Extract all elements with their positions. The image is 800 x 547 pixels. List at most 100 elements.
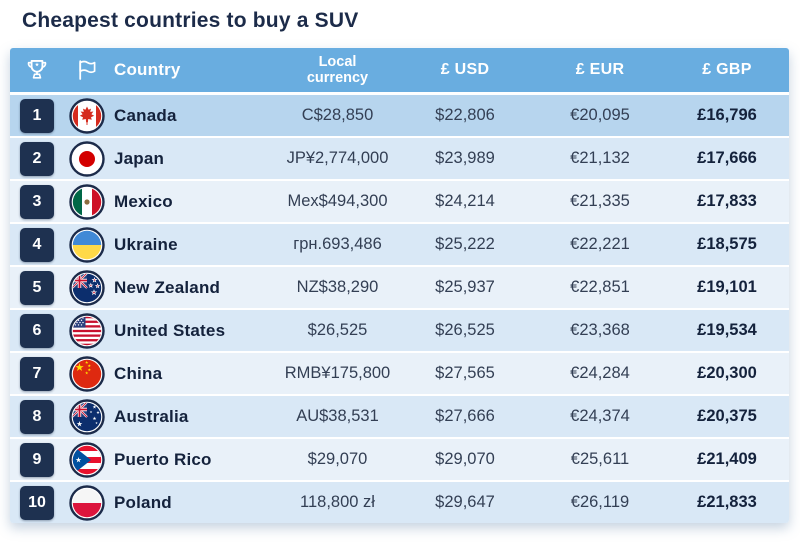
header-local-currency: Local currency (306, 53, 369, 86)
table-row: 1 Canada C$28,850 $22,806 €20,095 £16,796 (10, 95, 789, 138)
country-name: United States (114, 320, 226, 340)
gbp-value: £19,534 (697, 321, 757, 339)
eur-value: €23,368 (570, 321, 630, 339)
page-title: Cheapest countries to buy a SUV (22, 9, 359, 32)
country-name: Canada (114, 105, 177, 125)
table-row: 5 New Zealand NZ$38,290 $25,937 €22,851 £19,1… (10, 267, 789, 310)
usd-value: $25,222 (435, 235, 495, 253)
rank-cell: 3 (10, 184, 64, 219)
local-currency-value: AU$38,531 (296, 407, 379, 425)
table-row: 2 Japan JP¥2,774,000 $23,989 €21,132 £17,666 (10, 138, 789, 181)
gbp-value: £16,796 (697, 106, 757, 124)
eur-value: €20,095 (570, 106, 630, 124)
usd-value: $24,214 (435, 192, 495, 210)
rank-badge: 3 (20, 184, 54, 219)
flag-mexico-icon (64, 183, 110, 221)
table-row: 9 Puerto Rico $29,070 $29,070 €25,611 £21,409 (10, 439, 789, 482)
country-name: Puerto Rico (114, 449, 212, 469)
table-row: 3 Mexico Mex$494,300 $24,214 €21,335 £17,833 (10, 181, 789, 224)
table-body: 1 Canada C$28,850 $22,806 €20,095 £16,796 2 Jap… (10, 95, 789, 523)
flag-united_states-icon (64, 312, 110, 350)
rank-badge: 1 (20, 98, 54, 133)
table-row: 10 Poland 118,800 zł $29,647 €26,119 £21,833 (10, 482, 789, 523)
local-currency-value: $26,525 (307, 321, 368, 339)
header-usd: £ USD (440, 61, 490, 78)
country-name: Ukraine (114, 234, 178, 254)
rank-cell: 7 (10, 356, 64, 391)
local-currency-value: 118,800 zł (300, 493, 375, 511)
table-row: 7 China RMB¥175,800 $27,565 €24,284 £20,300 (10, 353, 789, 396)
gbp-value: £20,375 (697, 407, 757, 425)
local-currency-value: грн.693,486 (293, 235, 382, 253)
flag-ukraine-icon (64, 226, 110, 264)
gbp-value: £17,833 (697, 192, 757, 210)
flag-puerto_rico-icon (64, 441, 110, 479)
local-currency-value: $29,070 (307, 450, 368, 468)
eur-value: €21,132 (570, 149, 630, 167)
usd-value: $29,647 (435, 493, 495, 511)
header-eur: £ EUR (575, 61, 625, 78)
rank-cell: 5 (10, 270, 64, 305)
gbp-value: £20,300 (697, 364, 757, 382)
rank-badge: 7 (20, 356, 54, 391)
usd-value: $23,989 (435, 149, 495, 167)
rank-cell: 2 (10, 141, 64, 176)
rank-cell: 10 (10, 485, 64, 520)
country-name: Mexico (114, 191, 173, 211)
rank-cell: 4 (10, 227, 64, 262)
rank-badge: 5 (20, 270, 54, 305)
rank-cell: 6 (10, 313, 64, 348)
flag-china-icon (64, 355, 110, 393)
rank-badge: 6 (20, 313, 54, 348)
eur-value: €22,851 (570, 278, 630, 296)
usd-value: $29,070 (435, 450, 495, 468)
local-currency-value: C$28,850 (301, 106, 374, 124)
local-currency-value: Mex$494,300 (287, 192, 388, 210)
country-name: Japan (114, 148, 165, 168)
usd-value: $27,565 (435, 364, 495, 382)
country-name: Poland (114, 492, 172, 512)
usd-value: $26,525 (435, 321, 495, 339)
usd-value: $25,937 (435, 278, 495, 296)
flag-new_zealand-icon (64, 269, 110, 307)
flag-icon (64, 58, 110, 82)
flag-japan-icon (64, 140, 110, 178)
rank-badge: 9 (20, 442, 54, 477)
usd-value: $22,806 (435, 106, 495, 124)
table-row: 4 Ukraine грн.693,486 $25,222 €22,221 £18,575 (10, 224, 789, 267)
eur-value: €26,119 (570, 493, 630, 511)
country-name: New Zealand (114, 277, 221, 297)
flag-poland-icon (64, 484, 110, 522)
flag-australia-icon (64, 398, 110, 436)
country-name: Australia (114, 406, 189, 426)
eur-value: €24,374 (570, 407, 630, 425)
gbp-value: £19,101 (697, 278, 757, 296)
gbp-value: £21,409 (697, 450, 757, 468)
usd-value: $27,666 (435, 407, 495, 425)
suv-price-table: Country Local currency £ USD £ EUR £ GBP… (10, 48, 789, 523)
rank-badge: 4 (20, 227, 54, 262)
rank-badge: 8 (20, 399, 54, 434)
eur-value: €25,611 (570, 450, 630, 468)
eur-value: €21,335 (570, 192, 630, 210)
header-country: Country (114, 60, 181, 79)
eur-value: €22,221 (570, 235, 630, 253)
gbp-value: £21,833 (697, 493, 757, 511)
rank-cell: 1 (10, 98, 64, 133)
local-currency-value: RMB¥175,800 (284, 364, 391, 382)
local-currency-value: NZ$38,290 (296, 278, 379, 296)
rank-cell: 9 (10, 442, 64, 477)
table-row: 6 United States $26,525 $26,525 €23,368 £19,5… (10, 310, 789, 353)
flag-canada-icon (64, 97, 110, 135)
table-header-row: Country Local currency £ USD £ EUR £ GBP (10, 48, 789, 95)
country-name: China (114, 363, 163, 383)
trophy-icon (10, 57, 64, 83)
table-row: 8 Australia AU$38,531 $27,666 €24,374 £20,375 (10, 396, 789, 439)
local-currency-value: JP¥2,774,000 (286, 149, 389, 167)
header-gbp: £ GBP (702, 61, 752, 78)
rank-badge: 10 (20, 485, 54, 520)
gbp-value: £18,575 (697, 235, 757, 253)
rank-cell: 8 (10, 399, 64, 434)
rank-badge: 2 (20, 141, 54, 176)
